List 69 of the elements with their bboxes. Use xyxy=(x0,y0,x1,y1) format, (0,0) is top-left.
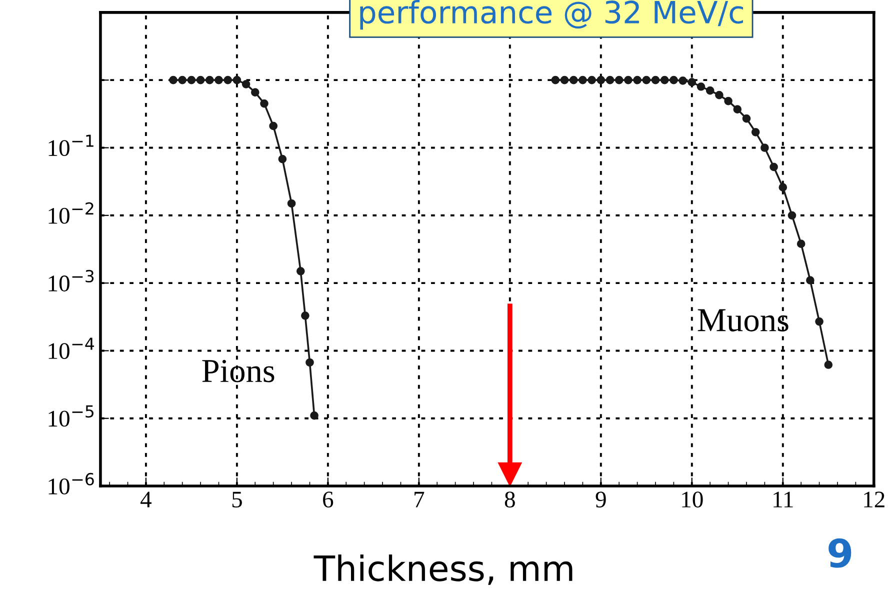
x-tick-label: 12 xyxy=(864,492,884,508)
x-tick-label: 4 xyxy=(140,492,152,508)
x-tick-label: 8 xyxy=(504,492,515,508)
x-tick-label: 7 xyxy=(414,492,424,508)
point xyxy=(778,183,788,192)
x-tick-label: 5 xyxy=(232,492,242,508)
x-axis-title: Thickness, mm xyxy=(314,554,572,585)
point xyxy=(706,86,714,95)
x-tick-label: 9 xyxy=(596,492,606,508)
point xyxy=(770,162,778,172)
point xyxy=(678,76,687,85)
point xyxy=(178,76,187,84)
point xyxy=(269,122,278,130)
point xyxy=(742,114,751,123)
y-tick-label: 10$^{−4}$ xyxy=(48,338,94,360)
point xyxy=(569,76,578,84)
point xyxy=(642,76,651,84)
point xyxy=(688,78,696,86)
point xyxy=(310,411,318,420)
point xyxy=(624,76,632,84)
series-label: Muons xyxy=(698,309,788,332)
point xyxy=(633,76,642,84)
text: 9 xyxy=(828,538,852,568)
point xyxy=(696,82,706,91)
point xyxy=(242,80,250,88)
point xyxy=(250,88,260,96)
point xyxy=(287,199,296,208)
chart-title: performance @ 32 MeV/c xyxy=(360,0,743,30)
point xyxy=(278,154,287,164)
point xyxy=(815,317,824,326)
point xyxy=(578,76,587,84)
point xyxy=(614,76,624,84)
x-tick-label: 11 xyxy=(774,492,793,508)
point xyxy=(232,76,242,84)
point xyxy=(205,76,214,84)
point xyxy=(796,240,806,248)
series-label: Pions xyxy=(202,360,274,382)
point xyxy=(196,76,205,84)
point xyxy=(651,76,660,84)
point xyxy=(660,76,669,84)
point xyxy=(670,76,678,84)
point xyxy=(214,76,223,84)
y-tick-label: 10$^{−3}$ xyxy=(48,270,94,292)
point xyxy=(551,76,560,84)
point xyxy=(733,105,742,114)
y-tick-label: 10$^{−6}$ xyxy=(48,472,94,494)
y-tick-label: 10$^{−2}$ xyxy=(48,202,94,224)
point xyxy=(296,266,305,276)
x-tick-label: 6 xyxy=(323,492,334,508)
point xyxy=(187,76,196,84)
x-tick-label: 10 xyxy=(682,492,703,508)
point xyxy=(301,311,310,320)
point xyxy=(715,90,724,100)
point xyxy=(806,276,814,284)
point xyxy=(760,144,769,152)
point xyxy=(606,76,614,84)
point xyxy=(724,96,732,106)
point xyxy=(560,76,569,84)
y-tick-label: 10$^{−1}$ xyxy=(48,134,94,156)
point xyxy=(596,76,606,84)
y-tick-label: 10$^{−5}$ xyxy=(48,405,94,427)
point xyxy=(588,76,596,84)
point xyxy=(751,128,760,136)
point xyxy=(260,99,268,108)
point xyxy=(824,360,833,369)
point xyxy=(306,358,314,367)
point xyxy=(224,76,232,84)
point xyxy=(169,76,178,84)
point xyxy=(788,211,796,220)
